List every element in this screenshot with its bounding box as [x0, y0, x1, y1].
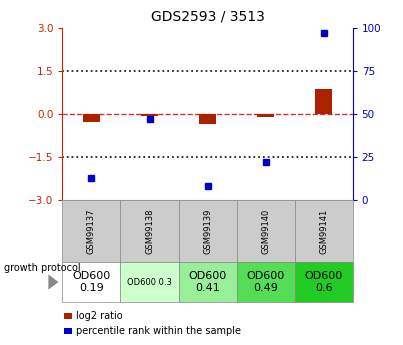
Text: GSM99139: GSM99139	[203, 208, 212, 254]
Text: OD600
0.41: OD600 0.41	[189, 271, 226, 293]
Bar	[199, 114, 216, 124]
Bar	[257, 114, 274, 117]
Bar	[141, 114, 158, 116]
Text: GSM99141: GSM99141	[319, 208, 328, 254]
Text: OD600
0.6: OD600 0.6	[305, 271, 343, 293]
Title: GDS2593 / 3513: GDS2593 / 3513	[151, 10, 264, 24]
Text: GSM99140: GSM99140	[261, 208, 270, 254]
Text: OD600
0.19: OD600 0.19	[73, 271, 110, 293]
Text: OD600 0.3: OD600 0.3	[127, 277, 172, 287]
Text: OD600
0.49: OD600 0.49	[247, 271, 285, 293]
Text: growth protocol: growth protocol	[4, 263, 81, 273]
Text: GSM99138: GSM99138	[145, 208, 154, 254]
Text: GSM99137: GSM99137	[87, 208, 96, 254]
Text: percentile rank within the sample: percentile rank within the sample	[76, 326, 241, 336]
Text: log2 ratio: log2 ratio	[76, 311, 123, 321]
Bar	[83, 114, 100, 122]
Bar	[315, 89, 332, 114]
